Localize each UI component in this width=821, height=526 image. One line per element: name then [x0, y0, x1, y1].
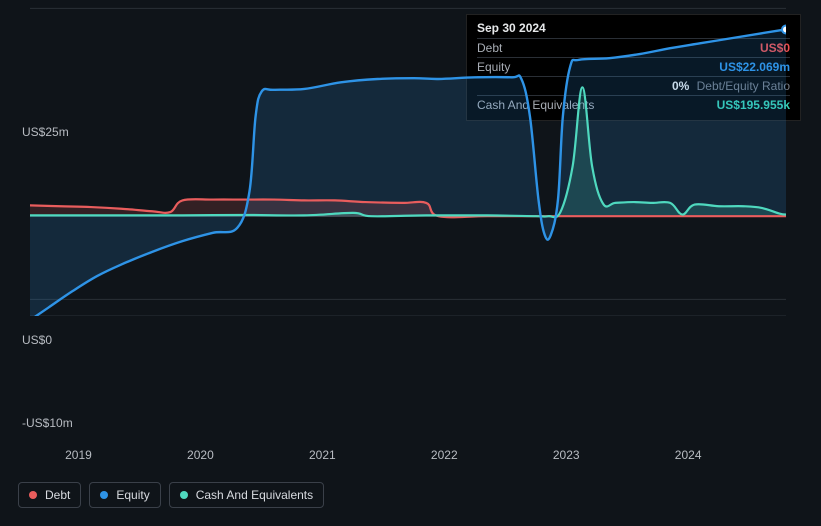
- legend-swatch: [100, 491, 108, 499]
- legend-item-equity[interactable]: Equity: [89, 482, 160, 508]
- y-axis-tick-label: US$0: [22, 333, 52, 347]
- chart-legend: Debt Equity Cash And Equivalents: [18, 482, 324, 508]
- series-area-equity: [30, 30, 786, 316]
- x-axis-tick-label: 2022: [431, 448, 458, 462]
- series-end-marker: [782, 26, 786, 34]
- chart-svg: [30, 0, 786, 316]
- legend-swatch: [180, 491, 188, 499]
- x-axis-tick-label: 2024: [675, 448, 702, 462]
- legend-item-debt[interactable]: Debt: [18, 482, 81, 508]
- x-axis-tick-label: 2023: [553, 448, 580, 462]
- y-axis-tick-label: -US$10m: [22, 416, 73, 430]
- legend-label: Equity: [116, 488, 149, 502]
- legend-label: Debt: [45, 488, 70, 502]
- x-axis-tick-label: 2019: [65, 448, 92, 462]
- legend-swatch: [29, 491, 37, 499]
- chart-x-axis: 2019 2020 2021 2022 2023 2024: [48, 448, 804, 468]
- x-axis-tick-label: 2021: [309, 448, 336, 462]
- chart-plot-area: [30, 0, 786, 316]
- x-axis-tick-label: 2020: [187, 448, 214, 462]
- legend-label: Cash And Equivalents: [196, 488, 313, 502]
- legend-item-cash-and-equivalents[interactable]: Cash And Equivalents: [169, 482, 324, 508]
